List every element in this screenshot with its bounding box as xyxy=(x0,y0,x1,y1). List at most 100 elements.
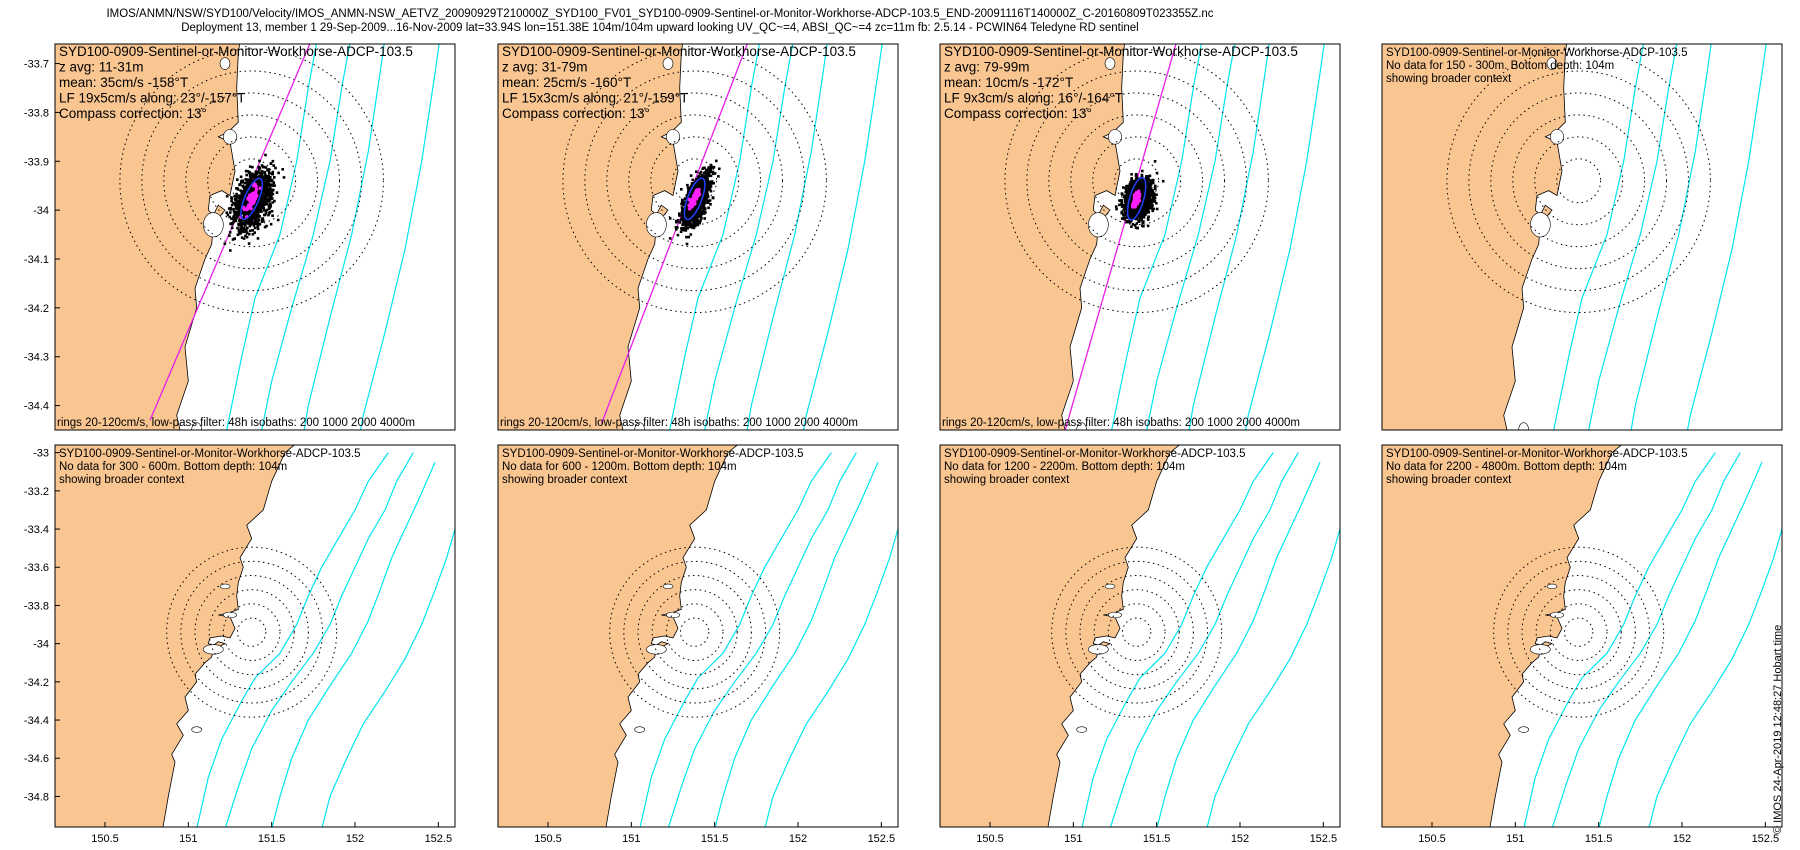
harbour-inlet xyxy=(1518,422,1529,430)
harbour-inlet xyxy=(662,583,674,589)
isobath-4000m xyxy=(1206,528,1340,827)
speed-ring xyxy=(1122,617,1152,647)
land-area xyxy=(1382,445,1622,827)
harbour-inlet xyxy=(219,57,231,70)
isobath-2000m xyxy=(714,461,879,827)
map-panel-4: SYD100-0909-Sentinel-or-Monitor-Workhors… xyxy=(24,444,456,845)
harbour-inlet xyxy=(223,611,237,619)
isobath-200m xyxy=(226,44,317,430)
speed-ring xyxy=(1493,546,1665,718)
isobath-200m xyxy=(1111,44,1202,430)
axes-frame xyxy=(1381,43,1783,431)
harbour-inlet xyxy=(1108,129,1122,145)
speed-ring xyxy=(1065,560,1208,704)
x-tick-label: 151 xyxy=(622,833,640,845)
isobath-4000m xyxy=(1648,528,1782,827)
harbour-inlet xyxy=(223,129,237,145)
isobath-1000m xyxy=(1146,44,1236,430)
speed-ring xyxy=(1512,114,1646,248)
speed-ring xyxy=(1070,114,1204,248)
y-tick-label: -34.2 xyxy=(24,303,49,315)
speed-ring xyxy=(1521,575,1636,690)
harbour-inlet xyxy=(219,583,231,589)
harbour-inlet xyxy=(1518,726,1529,733)
speed-ring xyxy=(166,546,338,718)
x-tick-label: 151 xyxy=(179,833,197,845)
panel-annotation-line: LF 19x5cm/s along: 23°/-157°T xyxy=(59,91,245,106)
speed-ring xyxy=(163,92,341,270)
panel-annotation-line: LF 9x3cm/s along: 16°/-164°T xyxy=(944,91,1123,106)
panel-annotation-line: z avg: 11-31m xyxy=(59,60,144,75)
y-tick-label: -34.8 xyxy=(24,791,49,803)
land-area xyxy=(498,44,683,430)
panel-annotation-line: z avg: 79-99m xyxy=(944,60,1030,75)
x-tick-label: 152 xyxy=(1231,833,1249,845)
panel-annotation-line: mean: 10cm/s -172°T xyxy=(944,75,1073,90)
x-tick-label: 152.5 xyxy=(425,833,453,845)
speed-ring xyxy=(207,136,297,226)
x-tick-label: 152 xyxy=(1673,833,1691,845)
axes-frame xyxy=(54,444,456,828)
harbour-inlet xyxy=(1530,212,1551,238)
speed-ring xyxy=(1026,70,1247,292)
isobath-1000m xyxy=(261,44,351,430)
y-tick-label: -34 xyxy=(33,639,49,651)
speed-ring xyxy=(1468,70,1689,292)
panel-annotation-line: SYD100-0909-Sentinel-or-Monitor-Workhors… xyxy=(59,448,360,460)
speed-ring xyxy=(623,560,767,704)
panel-annotation-line: z avg: 31-79m xyxy=(502,60,588,75)
isobath-1000m xyxy=(224,452,414,827)
panel-annotation-line: mean: 35cm/s -158°T xyxy=(59,75,188,90)
y-tick-label: -34.3 xyxy=(24,352,49,364)
variance-ellipse xyxy=(1126,176,1147,221)
speed-ring xyxy=(1490,92,1667,270)
harbour-inlet xyxy=(203,212,224,238)
harbour-inlet xyxy=(634,726,645,733)
figure-title-line1: IMOS/ANMN/NSW/SYD100/Velocity/IMOS_ANMN-… xyxy=(106,8,1214,20)
harbour-inlet xyxy=(1076,726,1087,733)
isobath-1000m xyxy=(1551,452,1741,827)
y-tick-label: -34.2 xyxy=(24,677,49,689)
isobath-4000m xyxy=(802,44,883,430)
axes-frame xyxy=(939,444,1341,828)
y-tick-label: -33 xyxy=(33,448,49,460)
panel-annotation-line: Compass correction: 13° xyxy=(59,106,207,121)
isobath-4000m xyxy=(1244,44,1325,430)
panel-annotation-line: SYD100-0909-Sentinel-or-Monitor-Workhors… xyxy=(1386,47,1687,59)
map-panel-3: SYD100-0909-Sentinel-or-Monitor-Workhors… xyxy=(1381,43,1783,431)
isobath-4000m xyxy=(1686,44,1767,430)
land-area xyxy=(1382,44,1567,430)
panel-annotation-line: SYD100-0909-Sentinel-or-Monitor-Workhors… xyxy=(502,448,803,460)
land-area xyxy=(940,445,1180,827)
panel-footer: rings 20-120cm/s, low-pass filter: 48h i… xyxy=(57,417,415,429)
isobath-1000m xyxy=(1109,452,1299,827)
x-tick-label: 152.5 xyxy=(868,833,896,845)
x-tick-label: 151.5 xyxy=(701,833,729,845)
speed-ring xyxy=(1107,603,1166,662)
axes-frame xyxy=(54,43,456,431)
variance-ellipse xyxy=(240,177,264,220)
panel-annotation-line: SYD100-0909-Sentinel-or-Monitor-Workhors… xyxy=(502,44,856,59)
x-tick-label: 150.5 xyxy=(534,833,562,845)
speed-ring xyxy=(1093,589,1180,676)
harbour-inlet xyxy=(666,129,680,145)
panel-annotation-line: showing broader context xyxy=(944,474,1070,486)
land-area xyxy=(55,44,240,430)
map-panel-2: rings 20-120cm/s, low-pass filter: 48h i… xyxy=(939,43,1341,431)
speed-ring xyxy=(1534,136,1624,226)
speed-ring xyxy=(119,48,384,314)
isobath-2000m xyxy=(271,461,436,827)
y-tick-label: -34.6 xyxy=(24,753,49,765)
y-tick-label: -33.7 xyxy=(24,59,49,71)
x-tick-label: 150.5 xyxy=(976,833,1004,845)
speed-ring xyxy=(1564,617,1594,647)
panel-annotation-line: SYD100-0909-Sentinel-or-Monitor-Workhors… xyxy=(944,448,1245,460)
speed-ring xyxy=(229,158,275,204)
harbour-inlet xyxy=(1546,57,1558,70)
x-tick-label: 152 xyxy=(346,833,364,845)
map-panel-5: SYD100-0909-Sentinel-or-Monitor-Workhors… xyxy=(497,444,899,845)
y-tick-label: -34.4 xyxy=(24,715,49,727)
panel-annotation-line: showing broader context xyxy=(502,474,628,486)
speed-ring xyxy=(680,617,710,647)
x-tick-label: 151.5 xyxy=(258,833,286,845)
